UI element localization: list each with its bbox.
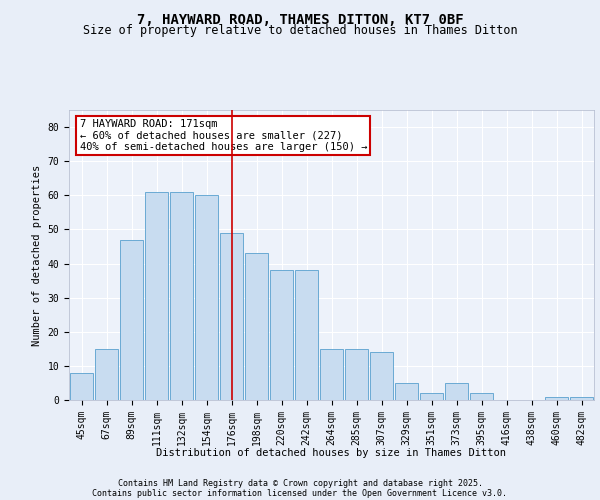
Text: 7 HAYWARD ROAD: 171sqm
← 60% of detached houses are smaller (227)
40% of semi-de: 7 HAYWARD ROAD: 171sqm ← 60% of detached…	[79, 118, 367, 152]
Bar	[270, 270, 293, 400]
Bar	[570, 396, 593, 400]
Bar	[370, 352, 393, 400]
Bar	[195, 196, 218, 400]
Bar	[245, 254, 268, 400]
Bar	[470, 393, 493, 400]
Bar	[545, 396, 568, 400]
Bar	[170, 192, 193, 400]
Bar	[145, 192, 168, 400]
Bar	[395, 383, 418, 400]
X-axis label: Distribution of detached houses by size in Thames Ditton: Distribution of detached houses by size …	[157, 448, 506, 458]
Bar	[120, 240, 143, 400]
Bar	[70, 372, 93, 400]
Bar	[95, 349, 118, 400]
Bar	[445, 383, 468, 400]
Bar	[220, 233, 243, 400]
Text: Contains public sector information licensed under the Open Government Licence v3: Contains public sector information licen…	[92, 488, 508, 498]
Text: 7, HAYWARD ROAD, THAMES DITTON, KT7 0BF: 7, HAYWARD ROAD, THAMES DITTON, KT7 0BF	[137, 12, 463, 26]
Bar	[320, 349, 343, 400]
Text: Contains HM Land Registry data © Crown copyright and database right 2025.: Contains HM Land Registry data © Crown c…	[118, 478, 482, 488]
Bar	[345, 349, 368, 400]
Text: Size of property relative to detached houses in Thames Ditton: Size of property relative to detached ho…	[83, 24, 517, 37]
Bar	[295, 270, 318, 400]
Bar	[420, 393, 443, 400]
Y-axis label: Number of detached properties: Number of detached properties	[32, 164, 42, 346]
